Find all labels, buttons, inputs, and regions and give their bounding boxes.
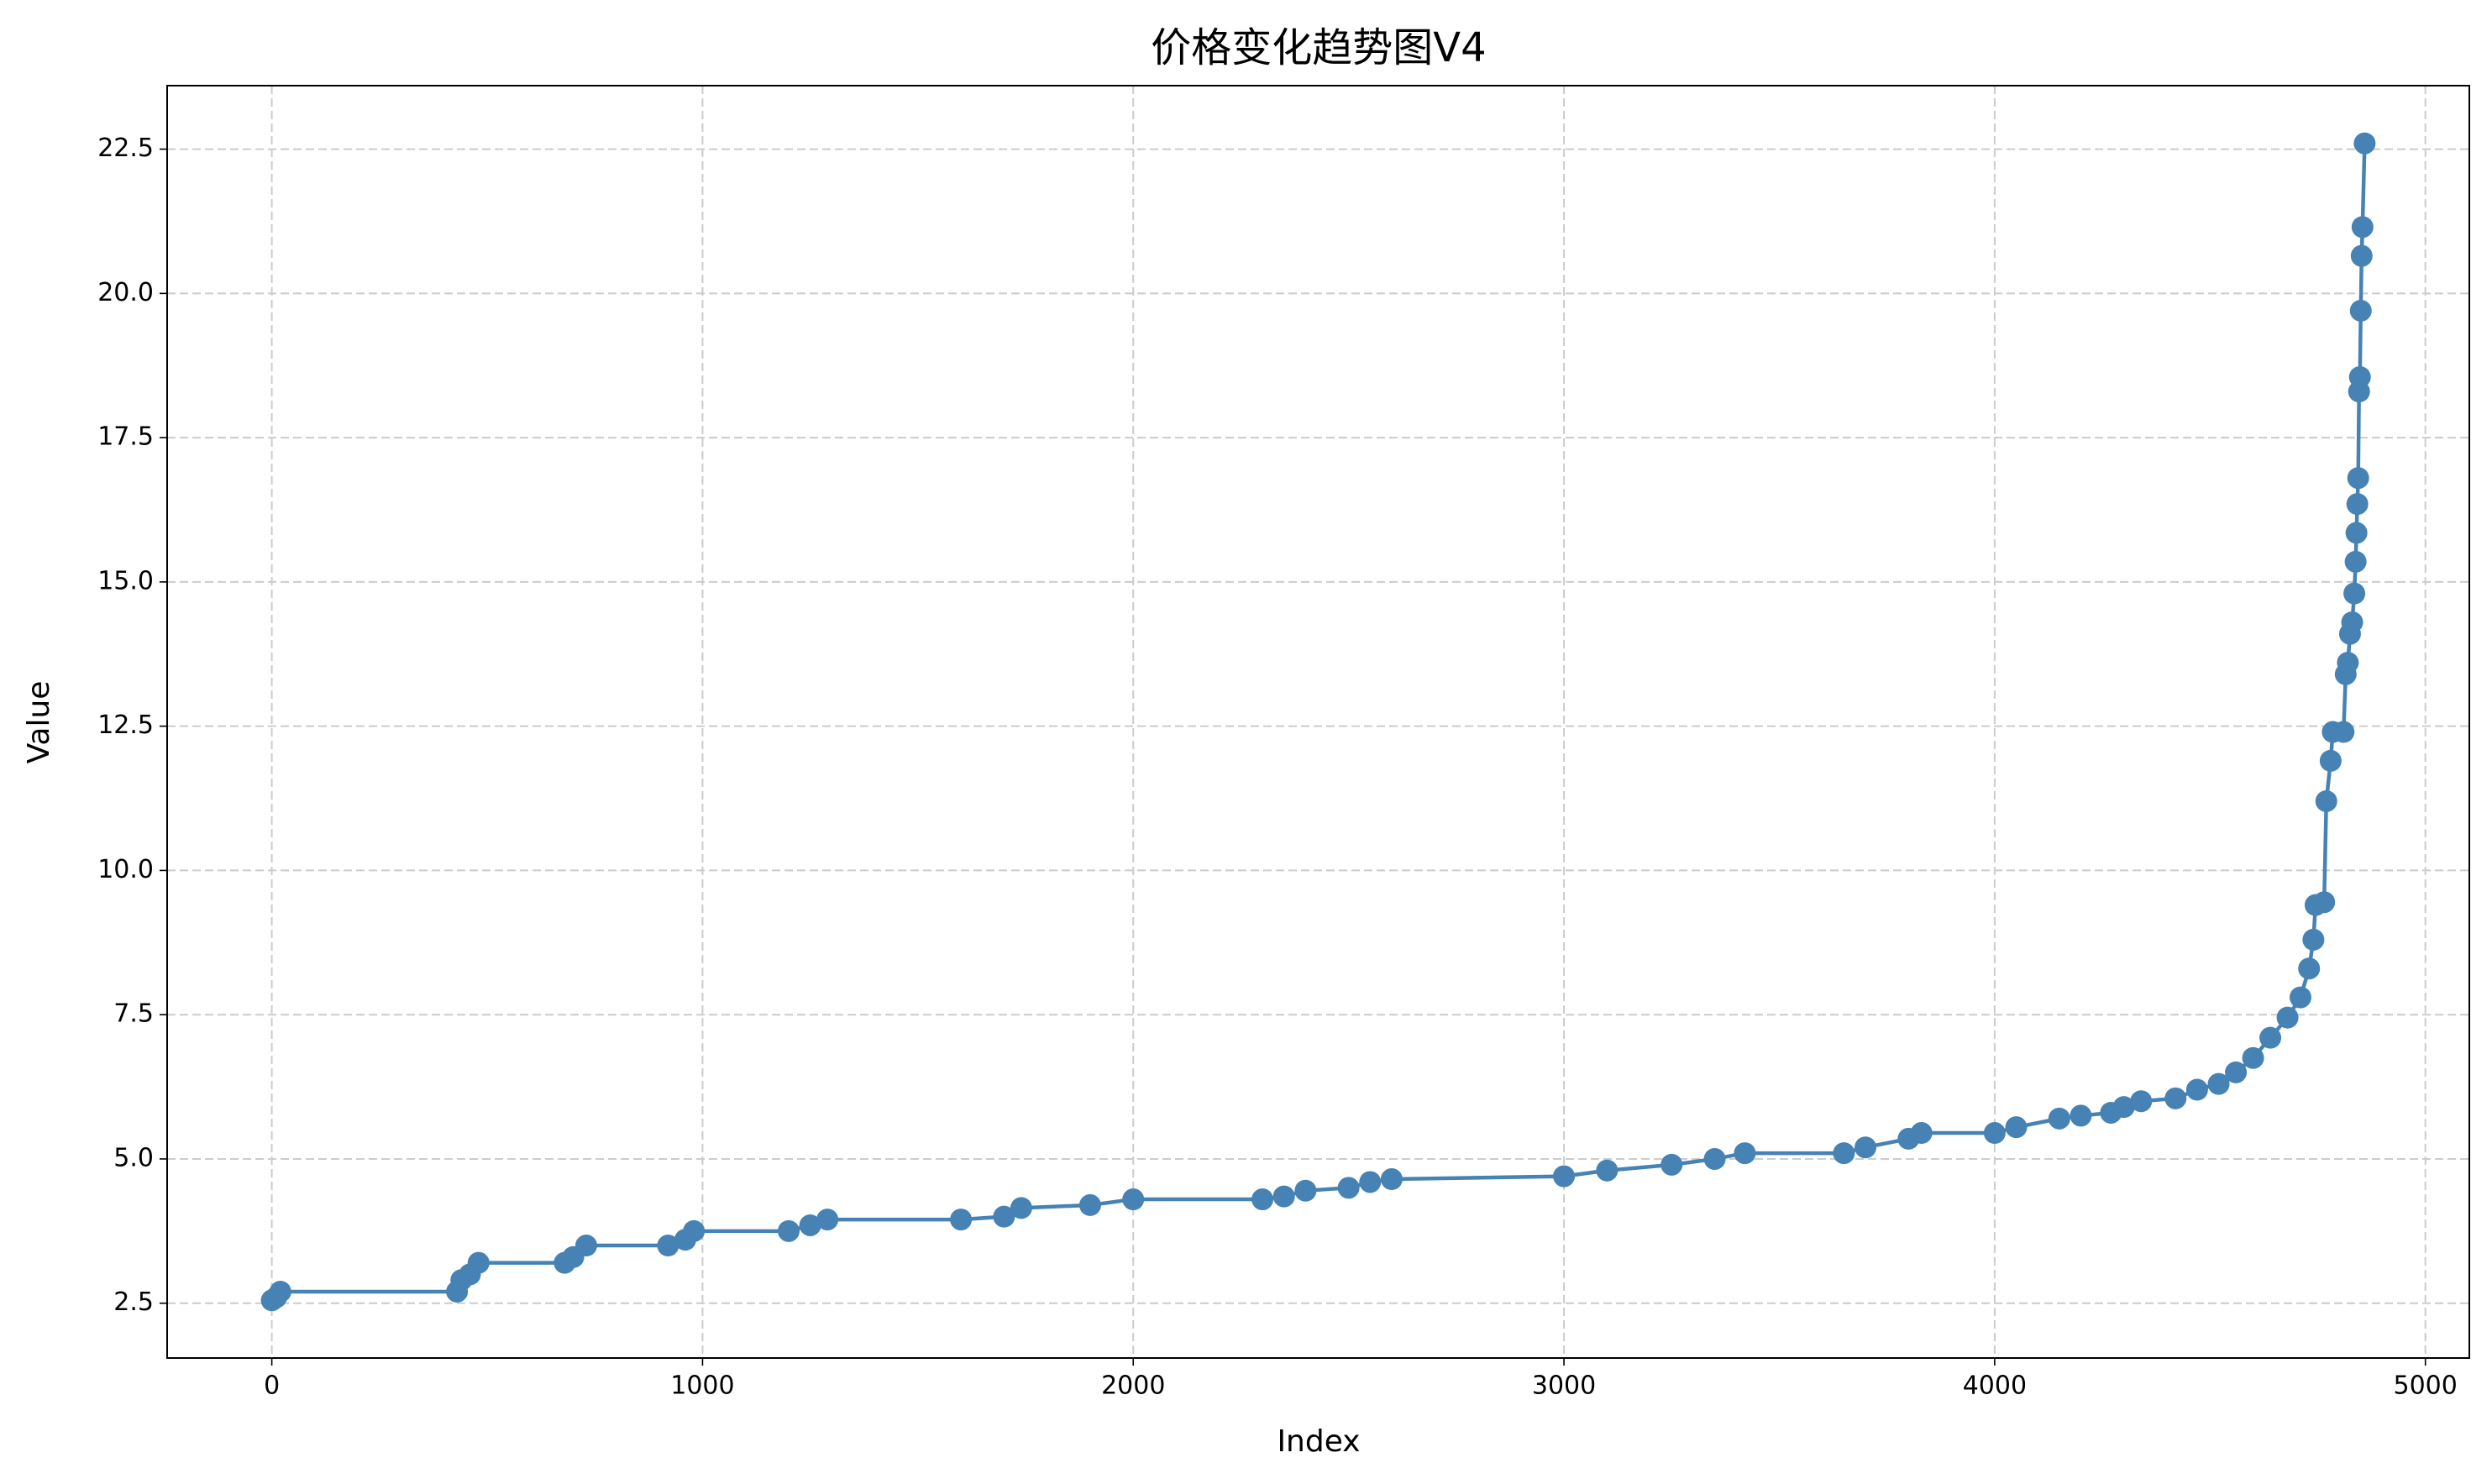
point: [2332, 721, 2355, 743]
point: [683, 1219, 706, 1242]
point: [1983, 1122, 2006, 1145]
point: [1010, 1197, 1032, 1219]
point: [269, 1280, 291, 1303]
point: [2319, 749, 2342, 772]
point: [2337, 652, 2359, 674]
point: [2347, 467, 2369, 490]
point: [2242, 1046, 2264, 1069]
series-line: [270, 143, 2367, 1303]
y-tick-label: 10.0: [97, 855, 154, 884]
x-tick-label: 3000: [1532, 1371, 1596, 1401]
point: [2164, 1087, 2187, 1109]
point: [2225, 1061, 2248, 1083]
point: [950, 1209, 973, 1231]
point: [2185, 1078, 2208, 1101]
point: [2313, 891, 2336, 914]
chart-title: 价格变化趋势图V4: [1151, 24, 1486, 71]
point: [467, 1251, 490, 1274]
point: [2207, 1072, 2230, 1095]
point: [993, 1205, 1015, 1228]
point: [1553, 1165, 1576, 1188]
point: [2341, 611, 2363, 633]
y-axis-label: Value: [22, 681, 56, 764]
point: [2048, 1107, 2070, 1130]
point: [2344, 550, 2367, 573]
point: [1359, 1171, 1382, 1193]
y-tick-label: 20.0: [97, 278, 154, 307]
point: [1337, 1177, 1360, 1199]
point: [1122, 1188, 1145, 1211]
point: [1272, 1185, 1295, 1208]
x-tick-label: 0: [264, 1371, 280, 1401]
point: [2130, 1090, 2153, 1113]
point: [2350, 244, 2373, 267]
point: [2005, 1116, 2028, 1139]
point: [2070, 1104, 2092, 1127]
point: [799, 1214, 821, 1236]
y-tick-label: 7.5: [113, 999, 154, 1029]
point: [2348, 365, 2371, 388]
point: [1596, 1159, 1618, 1182]
plot-frame: [166, 85, 2470, 1359]
x-tick-label: 4000: [1963, 1371, 2027, 1401]
point: [2346, 493, 2369, 516]
point: [2289, 986, 2311, 1009]
x-tick-label: 5000: [2394, 1371, 2458, 1401]
point: [657, 1235, 679, 1257]
point: [2298, 957, 2321, 980]
point: [574, 1235, 597, 1257]
point: [777, 1219, 800, 1242]
point: [1660, 1153, 1683, 1176]
point: [2315, 789, 2337, 812]
point: [2302, 928, 2325, 951]
point: [1078, 1193, 1101, 1216]
point: [2349, 299, 2372, 322]
point: [2259, 1026, 2282, 1049]
y-tick-label: 12.5: [97, 711, 154, 740]
point: [2276, 1006, 2299, 1029]
y-tick-label: 5.0: [113, 1143, 154, 1172]
point: [1734, 1142, 1756, 1165]
y-tick-label: 22.5: [97, 134, 154, 163]
y-tick-label: 17.5: [97, 422, 154, 452]
point: [1251, 1188, 1274, 1211]
y-tick-label: 15.0: [97, 566, 154, 595]
point: [1294, 1179, 1317, 1202]
point: [1380, 1168, 1403, 1191]
point: [2343, 582, 2366, 605]
point: [1910, 1122, 1933, 1145]
point: [2353, 132, 2376, 155]
point: [2345, 522, 2368, 544]
point: [1855, 1136, 1877, 1159]
x-axis-label: Index: [1277, 1424, 1360, 1459]
point: [816, 1209, 839, 1231]
y-tick-label: 2.5: [113, 1287, 154, 1317]
point: [2351, 216, 2374, 239]
point: [1833, 1142, 1855, 1165]
point: [1703, 1147, 1726, 1170]
x-tick-label: 2000: [1101, 1371, 1165, 1401]
point: [2112, 1096, 2135, 1119]
x-tick-label: 1000: [670, 1371, 734, 1401]
